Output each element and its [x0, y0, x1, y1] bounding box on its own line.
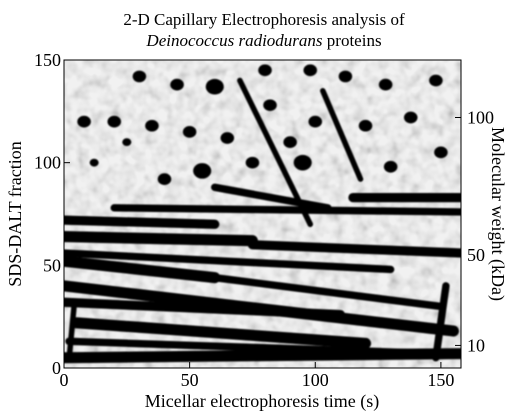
spot-16 [434, 146, 448, 159]
band-11 [110, 204, 461, 216]
spot-13 [403, 111, 418, 124]
x-axis-label: Micellar electrophoresis time (s) [145, 391, 379, 412]
band-9 [247, 240, 461, 258]
chart-title-organism: Deinococcus radiodurans [145, 31, 323, 50]
band-6 [211, 273, 445, 311]
x-tick-label-0: 0 [60, 370, 69, 390]
chart-title-suffix: proteins [323, 31, 382, 50]
band-16 [66, 303, 77, 363]
y-axis-ticks: 0 50 100 150 [34, 50, 70, 378]
x-axis-ticks: 0 50 100 150 [60, 362, 454, 390]
spot-5 [263, 99, 277, 112]
band-13 [211, 183, 332, 212]
y-tick-label-0: 0 [52, 358, 61, 378]
spot-8 [303, 64, 318, 77]
spot-20 [245, 156, 260, 169]
spot-2 [145, 119, 159, 132]
x-tick-label-2: 100 [302, 370, 329, 390]
chart-title-line1: 2-D Capillary Electrophoresis analysis o… [123, 10, 405, 29]
spot-18 [193, 163, 212, 179]
spot-19 [157, 173, 172, 185]
plot-area [64, 60, 461, 368]
spot-1 [107, 115, 122, 128]
y2-axis-label: Molecular weight (kDa) [487, 127, 508, 301]
spot-12 [378, 78, 393, 91]
band-5 [64, 255, 221, 284]
chart-title-line2: Deinococcus radiodurans proteins [145, 31, 381, 50]
spot-0 [77, 115, 91, 128]
y2-axis-ticks: 10 50 100 [455, 107, 494, 355]
spot-23 [429, 74, 443, 87]
spot-17 [293, 154, 312, 171]
spot-14 [358, 119, 373, 132]
spot-4 [220, 132, 235, 144]
spot-10 [170, 78, 184, 91]
band-10 [64, 215, 220, 229]
plot-frame [63, 59, 462, 369]
y2-tick-label-0: 10 [467, 335, 485, 355]
spots-layer [77, 64, 448, 185]
spot-6 [205, 78, 224, 95]
y2-tick-label-1: 50 [467, 245, 485, 265]
y-tick-label-3: 150 [34, 50, 61, 70]
y-tick-label-1: 50 [43, 255, 61, 275]
band-14 [237, 77, 314, 228]
spot-9 [338, 70, 353, 83]
band-7 [64, 249, 395, 274]
spot-11 [132, 70, 147, 83]
band-2 [71, 317, 372, 349]
spot-24 [122, 138, 132, 147]
band-8 [64, 231, 258, 247]
x-tick-label-1: 50 [181, 370, 199, 390]
spot-25 [283, 136, 297, 148]
band-4 [64, 280, 460, 337]
spot-21 [383, 160, 398, 173]
y-axis-label: SDS-DALT fraction [5, 141, 25, 287]
band-17 [432, 282, 450, 362]
spot-7 [258, 64, 272, 77]
bands-layer [64, 77, 461, 364]
spot-3 [182, 126, 197, 138]
band-15 [320, 88, 364, 182]
band-1 [65, 337, 445, 358]
y-tick-label-2: 100 [34, 153, 61, 173]
spot-15 [308, 115, 323, 128]
x-tick-label-3: 150 [427, 370, 454, 390]
y2-tick-label-2: 100 [467, 107, 494, 127]
spot-22 [89, 158, 99, 167]
